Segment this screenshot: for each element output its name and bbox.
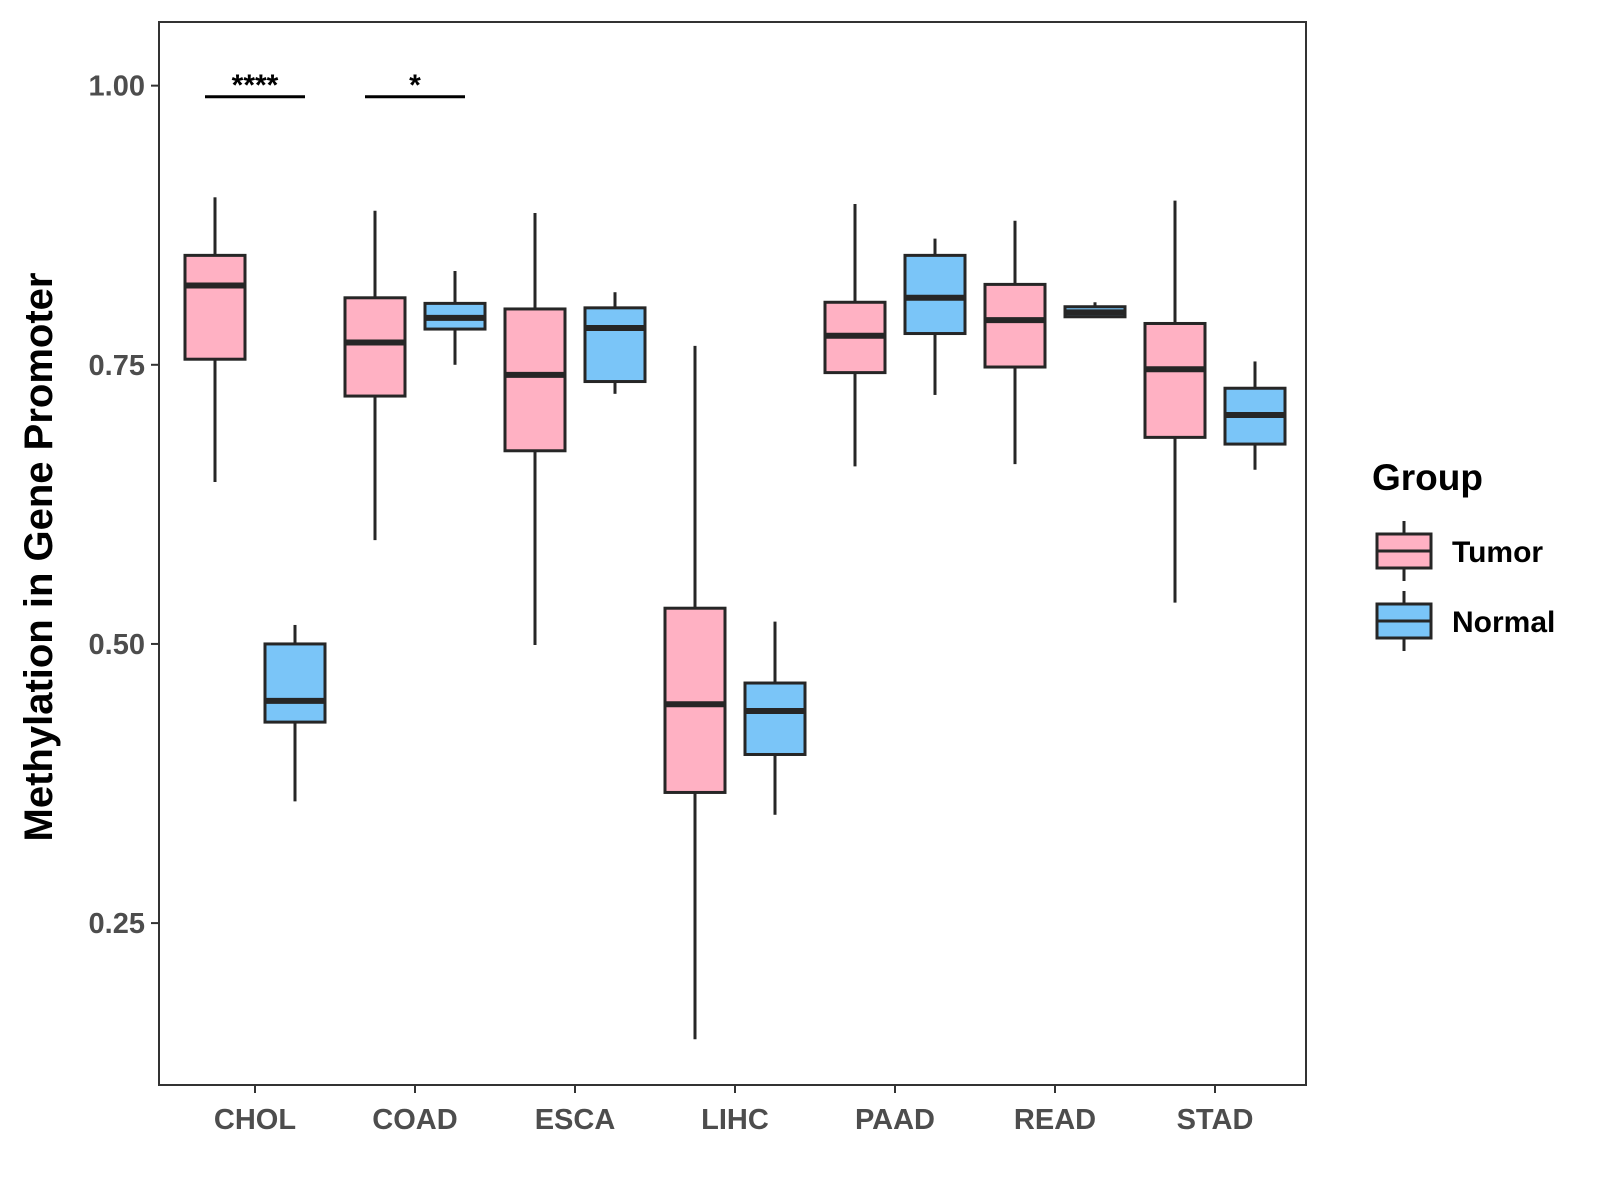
x-axis: CHOL COAD ESCA LIHC PAAD READ STAD <box>214 1085 1253 1136</box>
box-normal-lihc <box>743 621 807 815</box>
box-iqr <box>183 253 247 361</box>
box-normal-paad <box>903 238 967 395</box>
box-tumor-esca <box>503 212 567 646</box>
box-normal-esca <box>583 292 647 394</box>
x-tick-label: STAD <box>1177 1104 1254 1136</box>
box-iqr <box>583 306 647 384</box>
box-iqr <box>903 253 967 336</box>
legend-title: Group <box>1372 457 1483 498</box>
plot-panel-border <box>158 21 1307 1086</box>
significance-label: * <box>409 69 421 102</box>
box-iqr <box>263 642 327 724</box>
box-tumor-coad <box>343 210 407 541</box>
box-iqr <box>1143 321 1207 439</box>
x-tick-label: COAD <box>372 1104 457 1136</box>
significance-annotations: **** * <box>205 69 465 102</box>
box-normal-stad <box>1223 361 1287 470</box>
significance-label: **** <box>232 69 279 102</box>
box-tumor-lihc <box>663 345 727 1040</box>
box-tumor-stad <box>1143 200 1207 603</box>
x-tick-label: LIHC <box>701 1104 769 1136</box>
box-tumor-chol <box>183 197 247 483</box>
box-iqr <box>983 282 1047 369</box>
box-tumor-paad <box>823 204 887 467</box>
box-iqr <box>743 681 807 756</box>
legend-label-normal: Normal <box>1452 606 1555 639</box>
y-tick-label: 0.75 <box>89 350 145 382</box>
legend-label-tumor: Tumor <box>1452 536 1543 569</box>
box-series <box>183 197 1287 1040</box>
y-tick-label: 1.00 <box>89 71 145 103</box>
y-tick-label: 0.25 <box>89 908 145 940</box>
x-tick-label: PAAD <box>855 1104 935 1136</box>
box-normal-coad <box>423 271 487 365</box>
legend: Group Tumor Normal <box>1372 457 1555 651</box>
box-iqr <box>343 296 407 398</box>
y-tick-label: 0.50 <box>89 629 145 661</box>
box-normal-read <box>1063 302 1127 319</box>
box-tumor-read <box>983 220 1047 465</box>
x-tick-label: ESCA <box>535 1104 616 1136</box>
y-axis: 0.25 0.50 0.75 1.00 <box>89 71 159 940</box>
x-tick-label: READ <box>1014 1104 1096 1136</box>
box-iqr <box>663 606 727 794</box>
legend-entry-normal: Normal <box>1375 591 1555 651</box>
legend-entry-tumor: Tumor <box>1375 521 1543 581</box>
x-tick-label: CHOL <box>214 1104 296 1136</box>
y-axis-title: Methylation in Gene Promoter <box>17 273 61 842</box>
box-normal-chol <box>263 624 327 802</box>
box-iqr <box>503 307 567 453</box>
